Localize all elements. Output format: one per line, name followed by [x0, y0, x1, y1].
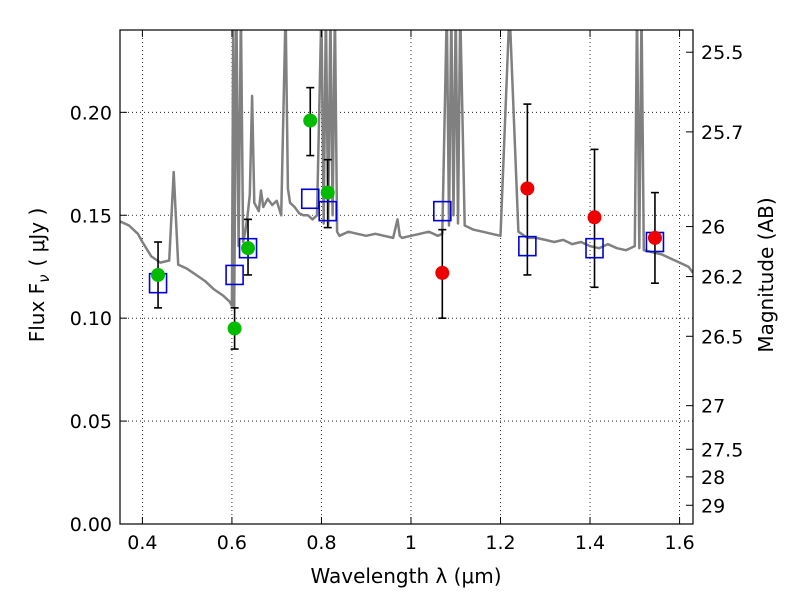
grid-lines — [120, 30, 693, 525]
y-tick-label: 0.10 — [70, 308, 112, 330]
model-photometry-square — [518, 235, 537, 257]
y2-axis-title: Magnitude (AB) — [754, 197, 778, 352]
x-tick-label: 0.4 — [127, 532, 157, 554]
y2-tick-label: 27 — [701, 396, 725, 418]
model-photometry-square — [585, 237, 604, 259]
y2-tick-label: 27.5 — [701, 439, 743, 461]
data-point-green — [241, 241, 256, 256]
y-axis-title-subscript: ν — [35, 274, 53, 282]
y-axis-title-unit: ( μJy ) — [25, 208, 49, 267]
x-tick-label: 0.8 — [306, 532, 336, 554]
plot-frame — [119, 29, 694, 525]
data-point-green — [303, 113, 318, 128]
y2-tick-label: 26.5 — [701, 326, 743, 348]
model-photometry-square — [433, 200, 452, 222]
data-point-green — [227, 321, 242, 336]
data-point-red — [587, 210, 602, 225]
model-photometry-square — [238, 237, 258, 259]
x-tick-label: 1.2 — [485, 532, 515, 554]
model-photometry-square — [300, 188, 320, 210]
x-axis-title: Wavelength λ (μm) — [310, 564, 501, 588]
data-point-red — [647, 230, 662, 245]
x-tick-label: 1.4 — [575, 532, 605, 554]
y-tick-label: 0.00 — [70, 514, 112, 536]
model-photometry-square — [318, 200, 338, 222]
y-axis-title: Flux Fν ( μJy ) — [25, 208, 53, 343]
model-spectrum-layer — [120, 30, 693, 310]
y-tick-label: 0.20 — [70, 102, 112, 124]
y2-tick-label: 25.7 — [701, 122, 743, 144]
y-axis-title-main: Flux F — [25, 283, 49, 342]
data-points-layer — [148, 86, 665, 350]
x-tick-label: 0.6 — [217, 532, 247, 554]
data-point-red — [435, 265, 450, 280]
model-photometry-square — [225, 264, 244, 286]
data-point-green — [151, 267, 166, 282]
y-tick-label: 0.05 — [70, 411, 112, 433]
x-tick-label: 1.6 — [664, 532, 694, 554]
y2-tick-label: 26 — [701, 217, 725, 239]
y2-tick-label: 26.2 — [701, 267, 743, 289]
y2-tick-label: 28 — [701, 467, 725, 489]
data-point-green — [320, 185, 335, 200]
x-tick-label: 1 — [405, 532, 417, 554]
data-point-red — [520, 181, 535, 196]
y2-tick-label: 25.5 — [701, 42, 743, 64]
model-spectrum-line — [120, 30, 693, 310]
axis-ticks: 0.4 0.6 0.8 1 1.2 1.4 1.6 0.00 0.05 0.10 0.15 0.20 2… — [70, 30, 743, 554]
y-tick-label: 0.15 — [70, 205, 112, 227]
y2-tick-label: 29 — [701, 495, 725, 517]
